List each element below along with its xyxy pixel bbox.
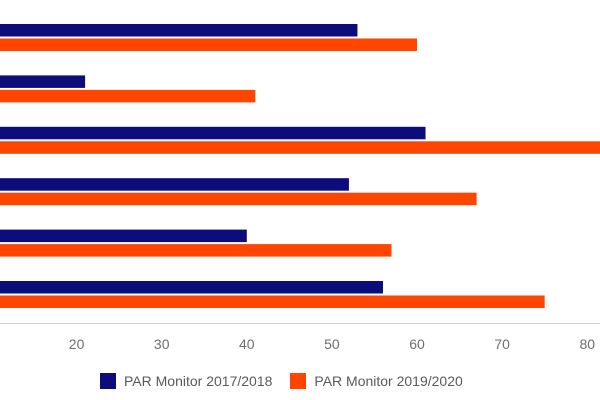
legend: PAR Monitor 2017/2018 PAR Monitor 2019/2… [100, 369, 481, 393]
bar-series1-category5 [0, 229, 247, 243]
bar-series2-category2 [0, 89, 256, 103]
bar-series1-category3 [0, 126, 426, 140]
x-tick-label: 80 [579, 336, 595, 352]
x-tick-label: 50 [324, 336, 340, 352]
x-tick-labels: 20 30 40 50 60 70 80 [69, 336, 595, 352]
bar-series2-category1 [0, 38, 418, 51]
bar-series2-category5 [0, 244, 392, 257]
bars-group [0, 24, 600, 308]
bar-series1-category2 [0, 75, 86, 88]
bar-series2-category3 [0, 141, 600, 154]
legend-swatch-2019-2020 [290, 373, 307, 389]
bar-series1-category4 [0, 178, 349, 191]
x-tick-label: 60 [409, 336, 425, 352]
bar-series1-category6 [0, 281, 383, 294]
legend-swatch-2017-2018 [100, 373, 116, 389]
bar-series2-category6 [0, 295, 545, 308]
bar-series2-category4 [0, 192, 477, 206]
legend-item-2017-2018: PAR Monitor 2017/2018 [100, 373, 272, 389]
x-tick-label: 70 [494, 336, 510, 352]
x-tick-label: 30 [154, 336, 170, 352]
bar-series1-category1 [0, 24, 358, 37]
legend-item-2019-2020: PAR Monitor 2019/2020 [290, 373, 463, 389]
x-tick-label: 20 [69, 336, 85, 352]
legend-label-2019-2020: PAR Monitor 2019/2020 [314, 373, 463, 389]
x-tick-label: 40 [239, 336, 255, 352]
legend-label-2017-2018: PAR Monitor 2017/2018 [124, 373, 273, 389]
